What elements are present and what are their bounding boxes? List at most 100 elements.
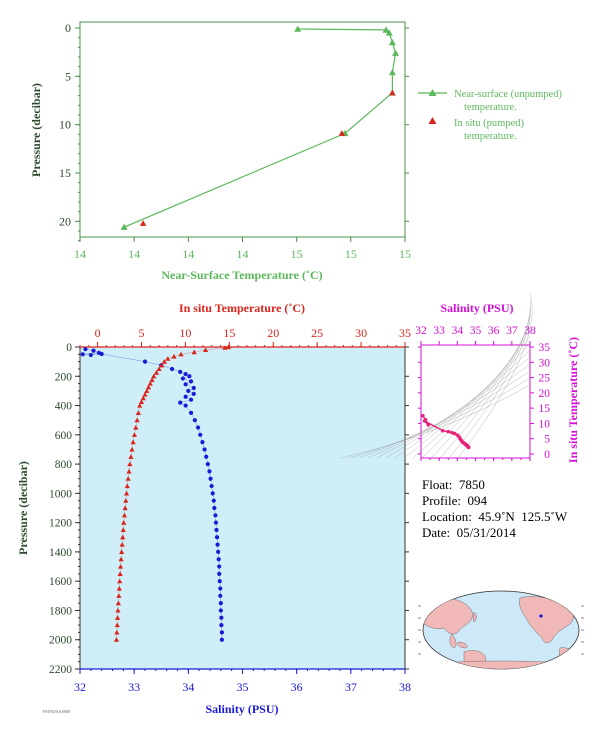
temperature-point (115, 607, 121, 613)
salinity-point (99, 351, 104, 357)
salinity-tick-label: 37 (345, 680, 357, 694)
near-surface-y-tick-label: 5 (65, 69, 71, 83)
temperature-point (203, 347, 209, 353)
ts-salinity-tick-label: 33 (433, 325, 445, 337)
temperature-point (114, 615, 121, 620)
density-contour (439, 307, 531, 459)
temperature-point (114, 629, 120, 635)
ts-point (446, 429, 451, 434)
profile-y-tick-label: 800 (55, 459, 73, 471)
temperature-point (156, 366, 162, 372)
salinity-point (211, 498, 216, 503)
temp-tick-label: 5 (138, 326, 144, 340)
temperature-point (114, 622, 120, 628)
temperature-point (147, 380, 153, 386)
salinity-point (212, 505, 217, 511)
salinity-point (169, 366, 175, 372)
near-surface-x-axis-label: Near-Surface Temperature (˚C) (161, 268, 322, 282)
temperature-point (191, 349, 197, 355)
density-contour (457, 293, 533, 459)
profile-label: Profile: (422, 493, 461, 508)
salinity-point (216, 557, 221, 562)
near-surface-legend: Near-surface (unpumped) temperature. In … (418, 89, 562, 142)
temperature-point (117, 578, 123, 584)
ts-point (450, 430, 454, 435)
temperature-point (122, 505, 128, 511)
float-label: Float: (422, 477, 453, 492)
salinity-point (219, 637, 225, 642)
salinity-point (183, 371, 188, 377)
ts-temp-tick-label: 35 (539, 342, 551, 354)
salinity-point (198, 432, 203, 437)
temperature-point (151, 373, 157, 379)
temperature-point (129, 446, 135, 452)
salinity-point (209, 483, 214, 489)
salinity-point (218, 586, 223, 591)
legend-marker-in-situ (428, 117, 437, 124)
float-row: Float: 7850 (422, 477, 485, 493)
temperature-point (225, 344, 232, 350)
salinity-point (202, 447, 207, 452)
near-surface-y-tick-label: 10 (59, 118, 71, 132)
salinity-tick-label: 35 (237, 680, 249, 694)
profile-y-tick-label: 1200 (49, 518, 72, 530)
temperature-point (125, 476, 131, 481)
legend-marker-near-surface (428, 89, 437, 96)
map-lat-ticks (418, 605, 584, 655)
temperature-point (126, 468, 132, 474)
temperature-point (222, 345, 228, 350)
salinity-tick-label: 38 (399, 680, 411, 694)
temperature-point (120, 527, 126, 533)
near-surface-y-tick-label: 15 (59, 166, 71, 180)
in-situ-point (389, 89, 396, 96)
salinity-point (188, 410, 194, 415)
ts-temp-tick-label: 5 (544, 434, 550, 446)
ts-salinity-tick-label: 38 (524, 325, 536, 337)
salinity-point (219, 630, 225, 635)
near-surface-point (382, 26, 390, 33)
salinity-point (210, 491, 215, 496)
in-situ-point (338, 130, 346, 136)
in-situ-point (139, 220, 147, 226)
near-surface-x-tick-label: 14 (128, 247, 140, 261)
near-surface-y-axis: 0 5 10 15 20 (59, 21, 409, 242)
salinity-point (178, 369, 183, 374)
profile-y-tick-label: 400 (55, 401, 73, 413)
temperature-point (124, 483, 130, 489)
ts-temp-tick-label: 10 (539, 418, 551, 430)
salinity-point (218, 593, 223, 598)
ts-point (466, 445, 471, 450)
salinity-point (217, 571, 222, 576)
density-contour (394, 342, 531, 459)
near-surface-x-tick-label: 14 (182, 247, 194, 261)
salinity-point (91, 348, 96, 353)
ts-temp-tick-label: 0 (544, 449, 550, 461)
near-surface-x-tick-label: 14 (237, 247, 249, 261)
temperature-point (119, 549, 125, 554)
temperature-point (118, 556, 124, 562)
salinity-point (204, 454, 209, 459)
salinity-point (80, 352, 85, 357)
legend-label-near-surface-2: temperature. (464, 102, 517, 113)
world-map (418, 590, 584, 670)
ts-density-contours (340, 293, 533, 459)
profile-axes: 0200400600800100012001400160018002000220… (49, 326, 411, 694)
temperature-point (137, 402, 143, 408)
temperature-point (117, 571, 123, 576)
temperature-point (131, 432, 138, 437)
salinity-point (195, 425, 201, 430)
temperature-point (120, 534, 126, 540)
density-contour (349, 377, 531, 459)
location-value: 45.9˚N 125.5˚W (478, 509, 568, 524)
near-surface-chart: 0 5 10 15 20 14 14 14 14 15 15 15 Pressure (deciba… (29, 21, 562, 282)
salinity-tick-label: 36 (291, 680, 303, 694)
ts-salinity-tick-label: 37 (506, 325, 518, 337)
near-surface-x-tick-label: 15 (345, 247, 357, 261)
temperature-point (138, 399, 145, 404)
temperature-point (121, 520, 127, 525)
ts-salinity-tick-label: 35 (470, 325, 482, 337)
temperature-point (135, 410, 142, 415)
footer-code: FSI/NOAA 0000 (43, 709, 70, 714)
temp-tick-label: 0 (95, 326, 101, 340)
